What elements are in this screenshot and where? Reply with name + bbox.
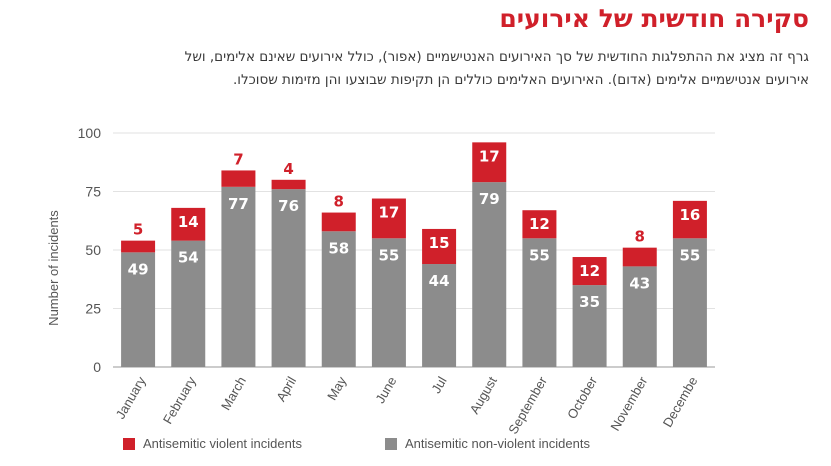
y-tick-label: 25 [85,301,101,317]
chart-description: גרף זה מציג את ההתפלגות החודשית של סך הא… [9,46,809,92]
data-label-violent: 17 [378,204,399,222]
x-tick-label: September [505,373,550,436]
bar-nonviolent [622,266,657,367]
data-label-violent: 14 [178,213,199,231]
bar-nonviolent [171,240,206,367]
bar-violent [321,212,356,232]
bar-violent [622,247,657,267]
data-label-violent: 16 [679,206,700,224]
data-label-nonviolent: 55 [679,246,700,264]
bar-nonviolent [321,231,356,367]
x-tick-label: January [113,374,149,422]
x-tick-label: August [467,374,500,417]
bar-violent [271,179,306,190]
x-tick-label: Jul [428,374,449,396]
data-label-violent: 5 [133,221,143,239]
data-label-nonviolent: 55 [378,246,399,264]
legend-swatch-violent [123,437,135,450]
data-label-nonviolent: 77 [228,195,249,213]
x-tick-label: March [218,374,249,413]
data-label-violent: 12 [529,215,550,233]
y-axis-label: Number of incidents [46,210,61,326]
y-tick-label: 0 [93,359,101,375]
data-label-nonviolent: 49 [128,260,149,278]
data-label-nonviolent: 44 [429,272,450,290]
bar-violent [672,200,707,239]
bar-nonviolent [422,264,457,367]
bar-nonviolent [572,285,607,367]
x-tick-label: Decembe [660,374,701,430]
bar-violent [221,170,256,187]
legend-swatch-nonviolent [385,437,397,450]
data-label-nonviolent: 43 [629,274,650,292]
x-tick-label: April [273,374,299,404]
data-label-nonviolent: 79 [479,190,500,208]
x-tick-label: June [372,374,399,406]
description-line-1: גרף זה מציג את ההתפלגות החודשית של סך הא… [184,49,809,65]
bar-violent [371,198,406,239]
data-label-violent: 17 [479,147,500,165]
legend-label-violent: Antisemitic violent incidents [143,436,302,451]
bar-nonviolent [522,238,557,367]
data-label-violent: 8 [635,228,645,246]
bar-nonviolent [672,238,707,367]
bar-nonviolent [221,186,256,367]
data-label-violent: 8 [334,193,344,211]
legend-item-nonviolent: Antisemitic non-violent incidents [385,436,590,451]
y-tick-label: 75 [85,184,101,200]
description-line-2: אירועים אנטישמיים אלימים (אדום). האירועי… [232,72,809,88]
bar-violent [522,210,557,239]
chart-legend: Antisemitic violent incidents Antisemiti… [0,436,831,456]
legend-label-nonviolent: Antisemitic non-violent incidents [405,436,590,451]
bar-violent [121,240,156,253]
bar-nonviolent [271,189,306,367]
bar-violent [572,257,607,286]
data-label-violent: 15 [429,234,450,252]
x-tick-label: October [564,373,600,421]
bar-violent [422,228,457,265]
data-label-violent: 4 [283,160,293,178]
bar-violent [472,142,507,183]
data-label-nonviolent: 58 [328,239,349,257]
data-label-violent: 7 [233,150,243,168]
bar-nonviolent [371,238,406,367]
legend-item-violent: Antisemitic violent incidents [123,436,302,451]
data-label-violent: 12 [579,262,600,280]
data-label-nonviolent: 55 [529,246,550,264]
chart-title: סקירה חודשית של אירועים [499,4,809,33]
data-label-nonviolent: 35 [579,293,600,311]
bar-nonviolent [472,182,507,367]
x-tick-label: February [160,374,199,427]
data-label-nonviolent: 54 [178,249,199,267]
data-label-nonviolent: 76 [278,197,299,215]
bar-nonviolent [121,252,156,367]
x-tick-label: May [324,374,350,403]
y-tick-label: 100 [78,125,102,141]
y-tick-label: 50 [85,242,101,258]
bar-violent [171,207,206,241]
x-tick-label: November [607,373,650,433]
